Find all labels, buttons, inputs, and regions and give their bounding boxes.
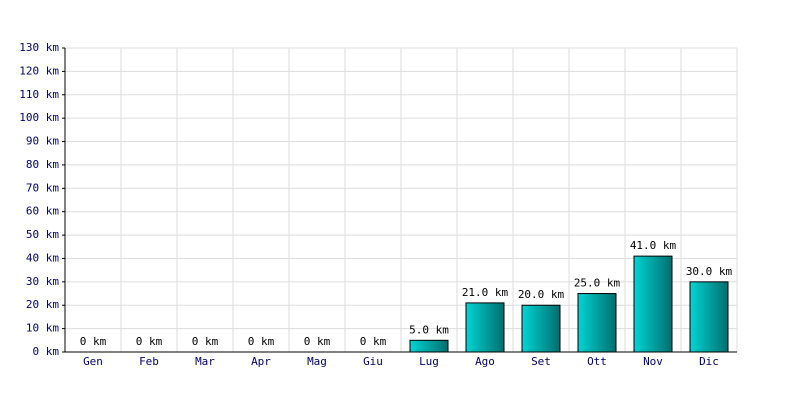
bar bbox=[633, 255, 673, 353]
value-label: 0 km bbox=[304, 335, 331, 348]
value-label: 30.0 km bbox=[686, 265, 733, 278]
y-tick-label: 50 km bbox=[26, 228, 59, 241]
y-tick-label: 20 km bbox=[26, 298, 59, 311]
value-label: 0 km bbox=[360, 335, 387, 348]
value-label: 0 km bbox=[248, 335, 275, 348]
x-tick-label: Mar bbox=[195, 355, 215, 368]
y-tick-label: 110 km bbox=[19, 88, 59, 101]
x-tick-label: Ago bbox=[475, 355, 495, 368]
bar bbox=[465, 302, 505, 353]
y-tick-label: 130 km bbox=[19, 41, 59, 54]
y-tick-label: 60 km bbox=[26, 205, 59, 218]
bar bbox=[409, 339, 449, 353]
x-tick-label: Dic bbox=[699, 355, 719, 368]
x-tick-label: Mag bbox=[307, 355, 327, 368]
value-label: 41.0 km bbox=[630, 239, 677, 252]
bar bbox=[689, 281, 729, 353]
value-label: 21.0 km bbox=[462, 286, 509, 299]
value-label: 20.0 km bbox=[518, 288, 565, 301]
y-tick-label: 70 km bbox=[26, 181, 59, 194]
value-label: 25.0 km bbox=[574, 277, 621, 290]
value-label: 5.0 km bbox=[409, 323, 449, 336]
value-label: 0 km bbox=[192, 335, 219, 348]
y-tick-label: 120 km bbox=[19, 64, 59, 77]
y-tick-label: 30 km bbox=[26, 275, 59, 288]
x-tick-label: Set bbox=[531, 355, 551, 368]
x-tick-label: Giu bbox=[363, 355, 383, 368]
x-tick-label: Lug bbox=[419, 355, 439, 368]
x-tick-label: Ott bbox=[587, 355, 607, 368]
y-tick-label: 40 km bbox=[26, 251, 59, 264]
bar bbox=[521, 304, 561, 353]
bar bbox=[577, 293, 617, 353]
x-tick-label: Feb bbox=[139, 355, 159, 368]
y-tick-label: 90 km bbox=[26, 135, 59, 148]
y-tick-label: 10 km bbox=[26, 322, 59, 335]
y-tick-label: 0 km bbox=[33, 345, 60, 358]
y-tick-label: 80 km bbox=[26, 158, 59, 171]
x-tick-label: Apr bbox=[251, 355, 271, 368]
x-tick-label: Gen bbox=[83, 355, 103, 368]
x-tick-label: Nov bbox=[643, 355, 663, 368]
y-tick-label: 100 km bbox=[19, 111, 59, 124]
value-label: 0 km bbox=[136, 335, 163, 348]
value-label: 0 km bbox=[80, 335, 107, 348]
